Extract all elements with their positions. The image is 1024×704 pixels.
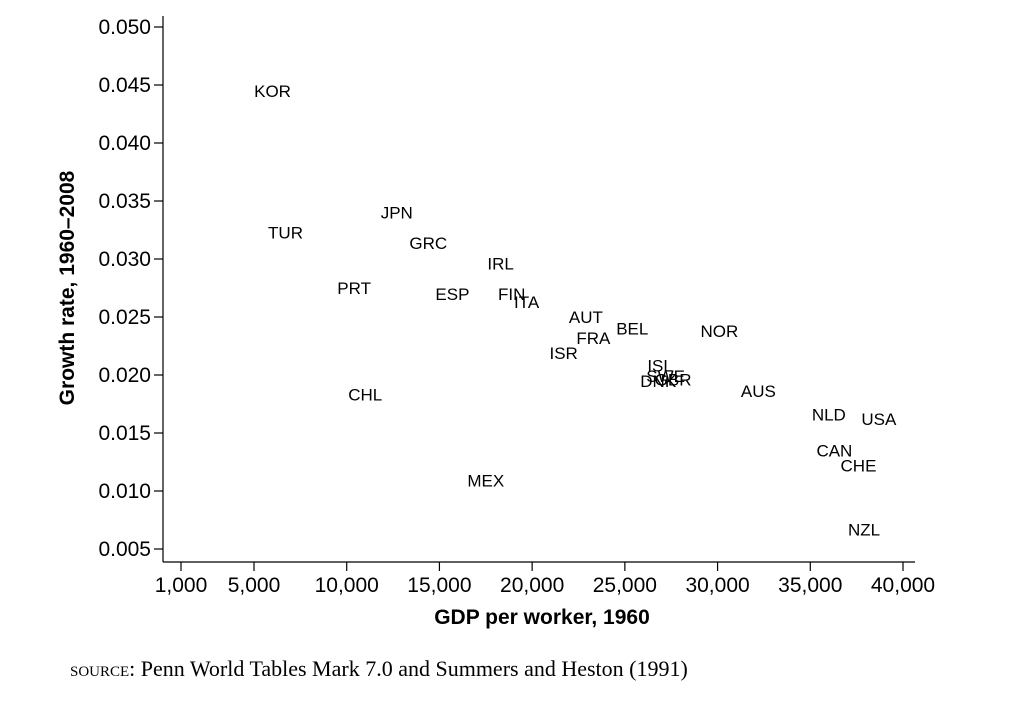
point-label-prt: PRT bbox=[337, 279, 371, 298]
y-tick-label: 0.035 bbox=[98, 190, 151, 213]
point-label-chl: CHL bbox=[348, 386, 382, 405]
y-tick-label: 0.045 bbox=[98, 74, 151, 97]
point-label-irl: IRL bbox=[487, 255, 513, 274]
point-label-swe: SWE bbox=[646, 367, 685, 386]
scatter-chart: 0.005 0.010 0.015 0.020 0.025 0.030 0.035 0.040… bbox=[56, 16, 935, 629]
y-tick-label: 0.030 bbox=[98, 248, 151, 271]
point-label-tur: TUR bbox=[268, 223, 303, 242]
point-label-mex: MEX bbox=[467, 472, 504, 491]
point-label-gbr: GBR bbox=[655, 371, 692, 390]
point-label-dnk: DNK bbox=[640, 372, 677, 391]
x-tick-label: 1,000 bbox=[155, 574, 208, 597]
point-label-can: CAN bbox=[816, 441, 852, 460]
y-tick-label: 0.005 bbox=[98, 538, 151, 561]
x-tick-label: 20,000 bbox=[500, 574, 564, 597]
x-axis-title: GDP per worker, 1960 bbox=[434, 606, 650, 629]
x-tick-label: 40,000 bbox=[871, 574, 935, 597]
point-label-fra: FRA bbox=[576, 329, 611, 348]
point-label-ita: ITA bbox=[514, 293, 540, 312]
point-label-aus: AUS bbox=[741, 382, 776, 401]
point-label-isr: ISR bbox=[549, 344, 577, 363]
point-label-aut: AUT bbox=[569, 308, 603, 327]
y-tick-label: 0.020 bbox=[98, 364, 151, 387]
y-tick-label: 0.015 bbox=[98, 422, 151, 445]
x-tick-label: 30,000 bbox=[685, 574, 749, 597]
y-tick-label: 0.050 bbox=[98, 16, 151, 39]
x-tick-label: 25,000 bbox=[593, 574, 657, 597]
point-label-esp: ESP bbox=[435, 285, 469, 304]
x-tick-label: 35,000 bbox=[778, 574, 842, 597]
y-tick-label: 0.025 bbox=[98, 306, 151, 329]
point-label-usa: USA bbox=[861, 410, 897, 429]
point-label-bel: BEL bbox=[616, 320, 648, 339]
y-tick-label: 0.040 bbox=[98, 132, 151, 155]
y-tick-label: 0.010 bbox=[98, 480, 151, 503]
point-label-fin: FIN bbox=[498, 285, 525, 304]
point-label-isl: ISL bbox=[647, 357, 673, 376]
source-text: Penn World Tables Mark 7.0 and Summers a… bbox=[140, 656, 688, 681]
x-tick-label: 15,000 bbox=[407, 574, 471, 597]
point-label-nzl: NZL bbox=[848, 520, 880, 539]
x-axis: 1,000 5,000 10,000 15,000 20,000 25,000 30,000… bbox=[155, 561, 935, 597]
point-label-nor: NOR bbox=[701, 322, 739, 341]
point-label-jpn: JPN bbox=[381, 204, 413, 223]
y-axis-title: Growth rate, 1960–2008 bbox=[56, 170, 79, 405]
point-label-kor: KOR bbox=[254, 82, 291, 101]
x-tick-label: 10,000 bbox=[315, 574, 379, 597]
point-label-grc: GRC bbox=[409, 234, 447, 253]
point-label-nld: NLD bbox=[812, 405, 846, 424]
source-note: SOURCE: Penn World Tables Mark 7.0 and S… bbox=[70, 656, 688, 682]
x-tick-label: 5,000 bbox=[228, 574, 281, 597]
y-axis: 0.005 0.010 0.015 0.020 0.025 0.030 0.035 0.040… bbox=[98, 16, 164, 562]
point-label-che: CHE bbox=[841, 456, 877, 475]
source-label: SOURCE: bbox=[70, 656, 136, 681]
